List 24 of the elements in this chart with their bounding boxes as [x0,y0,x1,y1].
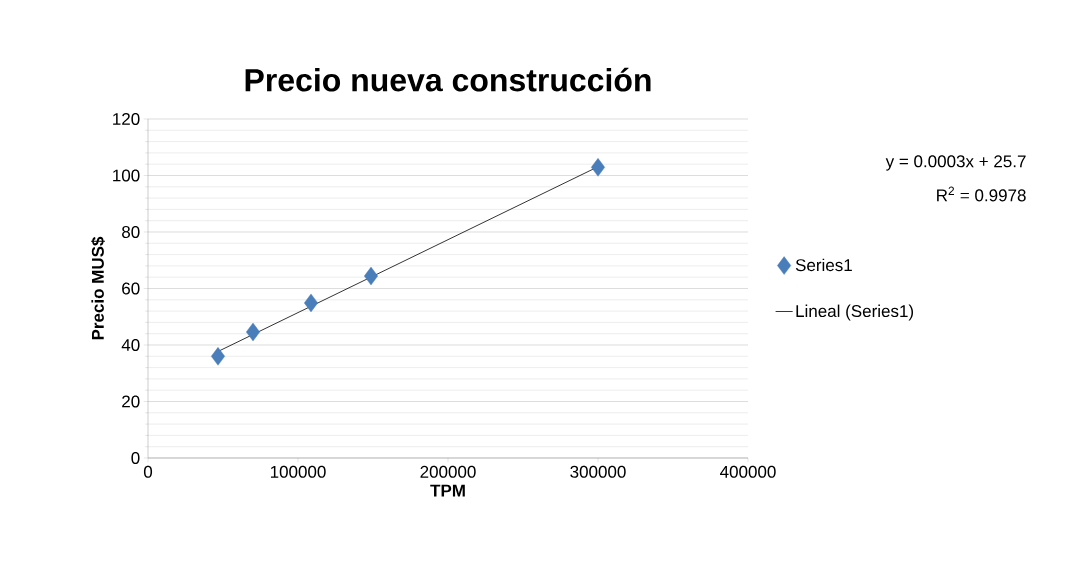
point [591,158,605,177]
legend-label: Lineal (Series1) [796,304,914,321]
point [211,347,225,366]
x-axis-title: TPM [430,484,465,497]
point [246,322,260,342]
y-tick-label: 0 [131,451,140,465]
y-tick-label: 120 [113,112,140,126]
x-tick-label: 300000 [570,465,626,478]
chart-title: Precio nueva construcción [245,67,651,92]
text: y = 0.0003x + 25.7 [885,155,1026,171]
y-tick-label: 80 [122,225,140,239]
y-tick-label: 20 [122,395,140,408]
y-axis-title: Precio MUS$ [91,236,105,340]
point [364,266,378,286]
x-tick-label: 400000 [720,465,776,478]
y-tick-label: 60 [122,282,140,295]
y-tick-label: 40 [121,338,140,352]
x-tick-label: 100000 [270,465,326,478]
x-tick-label: 200000 [420,465,476,478]
y-tick-label: 100 [113,169,140,182]
x-tick-label: 0 [143,465,153,478]
text: R$^{2}$ = 0.9978 [937,186,1026,202]
legend-label: Series1 [795,258,852,272]
point [304,293,318,313]
